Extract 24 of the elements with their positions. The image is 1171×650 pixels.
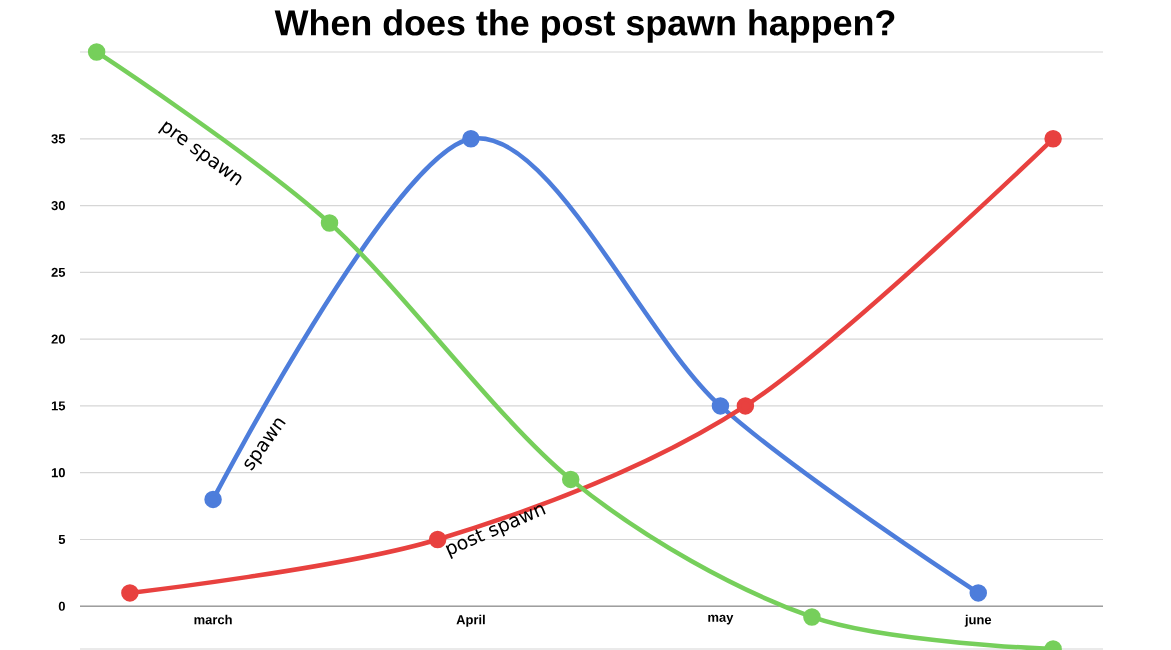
text: post spawn [445,505,546,560]
y-tick-label: 20 [51,334,65,344]
point [711,397,730,415]
y-tick-label: 0 [58,601,65,611]
point [462,130,480,148]
y-tick-label: 35 [51,134,66,144]
x-tick-label: march [194,614,232,625]
y-tick-label: 10 [51,468,65,478]
point [803,608,821,626]
point [320,214,339,232]
chart-title: When does the post spawn happen? [274,9,895,43]
y-tick-label: 30 [51,200,65,211]
point [1044,130,1062,148]
x-tick-label: may [708,614,734,625]
point [969,584,987,602]
x-tick-label: April [456,614,485,627]
y-tick-label: 15 [51,401,66,411]
point [561,470,580,489]
y-tick-label: 5 [58,534,66,544]
y-tick-label: 25 [51,267,66,277]
point [204,490,222,509]
point [428,530,447,549]
x-tick-label: june [964,614,992,627]
point [736,397,755,415]
